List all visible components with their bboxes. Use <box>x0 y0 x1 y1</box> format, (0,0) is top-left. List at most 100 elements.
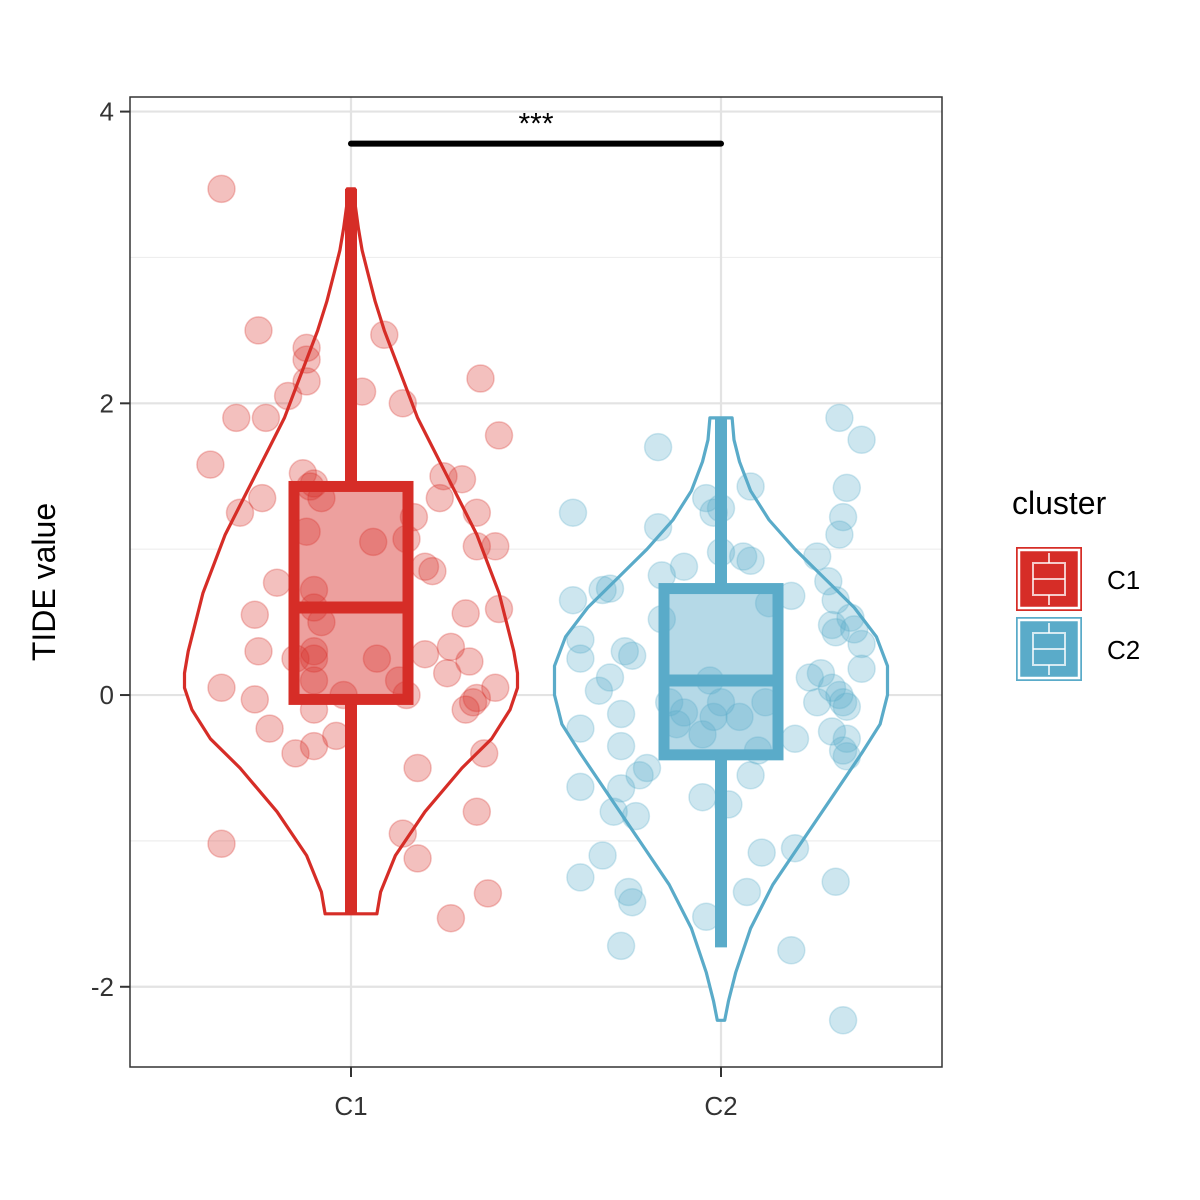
data-point-c2 <box>828 736 858 765</box>
axes: -2 0 2 4 C1 C2 <box>91 97 738 1121</box>
data-point-c1 <box>484 421 514 450</box>
data-point-c1 <box>436 903 466 933</box>
data-point-c2 <box>736 761 765 790</box>
legend-title: cluster <box>1012 485 1107 521</box>
data-point-c1 <box>299 644 329 673</box>
data-point-c1 <box>451 599 480 628</box>
data-point-c1 <box>225 498 255 527</box>
data-point-c1 <box>425 483 455 513</box>
data-point-c1 <box>240 685 270 714</box>
data-point-c1 <box>292 333 321 363</box>
data-point-c2 <box>839 615 869 644</box>
data-point-c1 <box>273 381 303 411</box>
data-point-c2 <box>747 838 776 867</box>
data-point-c2 <box>566 644 595 673</box>
data-point-c2 <box>617 887 647 917</box>
data-point-c1 <box>222 403 251 433</box>
legend-entry-c2: C2 <box>1016 617 1140 681</box>
data-point-c2 <box>725 702 754 732</box>
data-point-c2 <box>817 610 847 640</box>
data-point-c1 <box>458 688 488 717</box>
plot-panel-border <box>129 96 943 1068</box>
data-point-c1 <box>299 731 329 761</box>
data-point-c1 <box>469 739 499 768</box>
data-point-c2 <box>610 637 640 666</box>
data-point-c2 <box>817 717 847 746</box>
data-point-c1 <box>462 683 492 713</box>
data-point-c2 <box>802 688 832 717</box>
data-point-c2 <box>728 542 758 571</box>
data-point-c2 <box>825 403 854 433</box>
data-point-c1 <box>462 532 492 561</box>
data-point-c1 <box>388 819 418 848</box>
data-point-c1 <box>473 879 503 908</box>
data-point-c2 <box>825 680 854 710</box>
y-tick-label: -2 <box>91 972 114 1002</box>
data-point-c2 <box>599 797 628 826</box>
data-point-c2 <box>566 625 595 654</box>
data-point-c2 <box>595 574 625 603</box>
data-point-c1 <box>281 739 310 768</box>
data-point-c1 <box>481 673 510 703</box>
data-point-c2 <box>625 761 654 790</box>
data-point-c2 <box>688 720 717 749</box>
data-point-c2 <box>558 585 588 615</box>
data-point-c1 <box>251 403 281 433</box>
data-point-c2 <box>828 502 858 532</box>
data-point-c1 <box>447 464 477 494</box>
legend: cluster C1 C2 <box>1012 485 1140 681</box>
data-point-c1 <box>358 527 388 557</box>
legend-key-outline <box>1017 548 1081 610</box>
data-point-c2 <box>643 432 673 462</box>
x-tick-label: C1 <box>334 1091 367 1121</box>
data-point-c1 <box>481 532 510 561</box>
data-point-c1 <box>240 600 270 630</box>
data-point-c1 <box>432 658 462 688</box>
data-point-c1 <box>299 637 329 666</box>
data-point-c2 <box>806 658 836 688</box>
data-point-c2 <box>566 772 595 802</box>
data-point-c1 <box>462 797 492 826</box>
data-point-c2 <box>643 513 673 542</box>
y-axis-title: TIDE value <box>26 503 62 661</box>
data-point-c2 <box>847 629 876 659</box>
data-point-c2 <box>584 676 614 705</box>
boxplots <box>288 188 784 948</box>
data-point-c1 <box>207 174 236 204</box>
legend-label-c2: C2 <box>1107 635 1140 665</box>
data-point-c2 <box>832 692 862 721</box>
data-point-c2 <box>736 472 765 501</box>
data-point-c1 <box>207 673 236 703</box>
data-point-c1 <box>196 450 225 479</box>
data-point-c2 <box>832 724 862 754</box>
data-point-c2 <box>780 724 810 754</box>
data-point-c1 <box>362 644 392 673</box>
data-point-c1 <box>292 367 321 396</box>
data-point-c1 <box>247 483 277 513</box>
data-point-c2 <box>795 663 825 692</box>
data-point-c2 <box>836 603 865 632</box>
violin-c2 <box>552 416 890 1022</box>
significance-label: *** <box>518 108 553 141</box>
data-point-c2 <box>632 753 662 783</box>
data-point-c2 <box>802 542 832 571</box>
data-point-c1 <box>429 461 458 491</box>
data-point-c2 <box>558 498 588 527</box>
data-point-c1 <box>418 556 447 586</box>
data-point-c1 <box>292 345 321 374</box>
data-point-c2 <box>621 801 651 831</box>
data-point-c1 <box>484 594 514 624</box>
data-point-c1 <box>207 829 236 859</box>
data-point-c2 <box>828 688 858 717</box>
data-point-c2 <box>566 863 595 892</box>
data-point-c2 <box>669 698 699 727</box>
y-tick-label: 0 <box>100 680 114 710</box>
y-tick-label: 4 <box>100 97 114 127</box>
data-point-c2 <box>566 714 595 743</box>
legend-entry-c1: C1 <box>1016 547 1140 611</box>
data-point-c2 <box>821 585 850 615</box>
data-point-c2 <box>847 425 876 455</box>
box-c2 <box>658 583 784 761</box>
data-point-c2 <box>832 742 862 771</box>
data-point-c2 <box>828 1006 858 1035</box>
